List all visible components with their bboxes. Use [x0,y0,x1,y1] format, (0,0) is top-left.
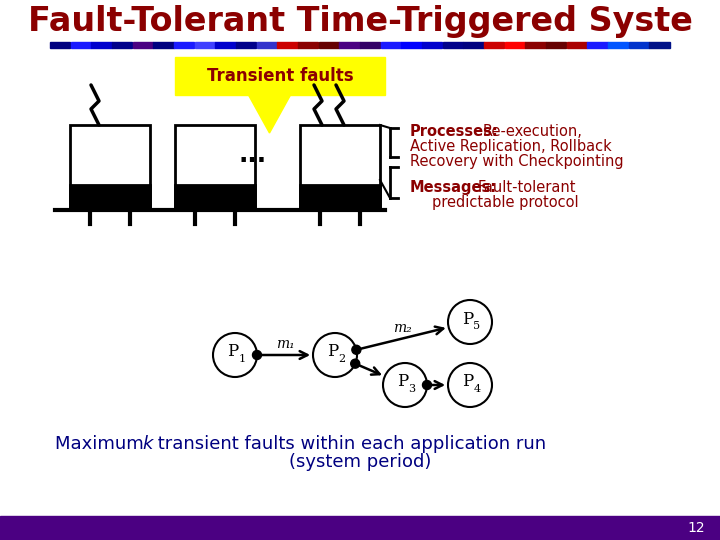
Text: P: P [397,374,409,390]
Polygon shape [248,95,290,133]
Bar [215,42,235,48]
Circle shape [448,300,492,344]
Circle shape [352,345,361,354]
Bar [132,42,153,48]
Bar [70,125,150,210]
Bar [277,42,297,48]
Bar [443,42,463,48]
Bar [175,185,255,210]
Bar [0,516,720,540]
Bar [300,185,380,210]
Text: Messages:: Messages: [410,180,497,195]
Circle shape [313,333,357,377]
Bar [256,42,276,48]
Circle shape [253,350,261,360]
Bar [175,57,385,95]
Circle shape [383,363,427,407]
Text: Re-execution,: Re-execution, [483,124,583,139]
Circle shape [423,381,431,389]
Bar [298,42,318,48]
Bar [546,42,566,48]
Text: 2: 2 [338,354,346,364]
Circle shape [351,359,360,368]
Bar [174,42,194,48]
Bar [649,42,670,48]
Text: Transient faults: Transient faults [207,67,354,85]
Text: Active Replication, Rollback: Active Replication, Rollback [410,139,612,154]
Text: (system period): (system period) [289,453,431,471]
Text: 1: 1 [238,354,246,364]
Text: 4: 4 [474,384,480,394]
Bar [236,42,256,48]
Circle shape [448,363,492,407]
Text: transient faults within each application run: transient faults within each application… [152,435,546,453]
Bar [112,42,132,48]
Text: k: k [142,435,153,453]
Bar [360,42,380,48]
Bar [629,42,649,48]
Text: Fault-tolerant: Fault-tolerant [478,180,577,195]
Text: P: P [462,374,474,390]
Bar [381,42,401,48]
Text: Maximum: Maximum [55,435,150,453]
Text: predictable protocol: predictable protocol [432,195,579,210]
Text: P: P [328,343,338,361]
Bar [526,42,546,48]
Text: Recovery with Checkpointing: Recovery with Checkpointing [410,154,624,169]
Text: 12: 12 [688,521,705,535]
Bar [300,125,380,210]
Bar [484,42,504,48]
Bar [567,42,587,48]
Bar [339,42,359,48]
Text: P: P [228,343,238,361]
Bar [464,42,484,48]
Text: Processes:: Processes: [410,124,499,139]
Bar [401,42,421,48]
Text: m₂: m₂ [393,321,412,334]
Circle shape [213,333,257,377]
Bar [422,42,442,48]
Bar [194,42,215,48]
Bar [153,42,174,48]
Bar [70,185,150,210]
Bar [319,42,339,48]
Bar [505,42,525,48]
Text: 3: 3 [408,384,415,394]
Text: 5: 5 [474,321,480,331]
Bar [50,42,70,48]
Text: Fault-Tolerant Time-Triggered Syste: Fault-Tolerant Time-Triggered Syste [27,5,693,38]
Text: ...: ... [239,143,267,167]
Bar [588,42,608,48]
Bar [175,125,255,210]
Bar [608,42,628,48]
Text: m₁: m₁ [276,337,294,351]
Bar [91,42,112,48]
Bar [71,42,91,48]
Text: P: P [462,310,474,327]
